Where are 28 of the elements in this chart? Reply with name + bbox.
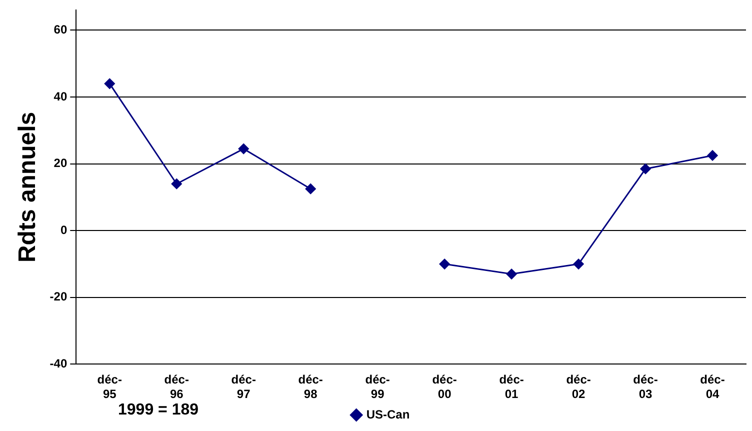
x-tick-label: déc-04	[700, 372, 725, 402]
point	[707, 150, 718, 161]
y-tick-label: 40	[54, 89, 68, 104]
x-tick-label: déc-97	[231, 372, 256, 402]
point	[305, 184, 316, 194]
text: 1999 = 189	[118, 401, 199, 418]
point	[506, 268, 517, 280]
y-tick-label: 0	[60, 222, 68, 237]
y-tick-label: 20	[54, 156, 68, 170]
point	[171, 178, 182, 190]
y-tick-label: 60	[54, 22, 68, 37]
point	[573, 258, 584, 270]
x-tick-label: déc-00	[432, 372, 457, 402]
legend-label: US-Can	[366, 407, 410, 422]
point	[640, 164, 651, 174]
x-tick-label: déc-98	[298, 372, 323, 402]
x-tick-label: déc-99	[365, 372, 390, 402]
y-tick-label: -20	[50, 290, 68, 304]
y-axis-title: Rdts annuels	[14, 112, 42, 263]
point	[104, 78, 115, 89]
x-tick-label: déc-03	[633, 372, 658, 402]
x-tick-label: déc-96	[164, 372, 189, 402]
point	[439, 258, 450, 270]
x-tick-label: déc-02	[566, 372, 591, 402]
x-tick-label: déc-95	[97, 372, 122, 402]
y-tick-label: -40	[50, 356, 68, 371]
point	[238, 144, 249, 154]
x-tick-label: déc-01	[499, 372, 524, 402]
